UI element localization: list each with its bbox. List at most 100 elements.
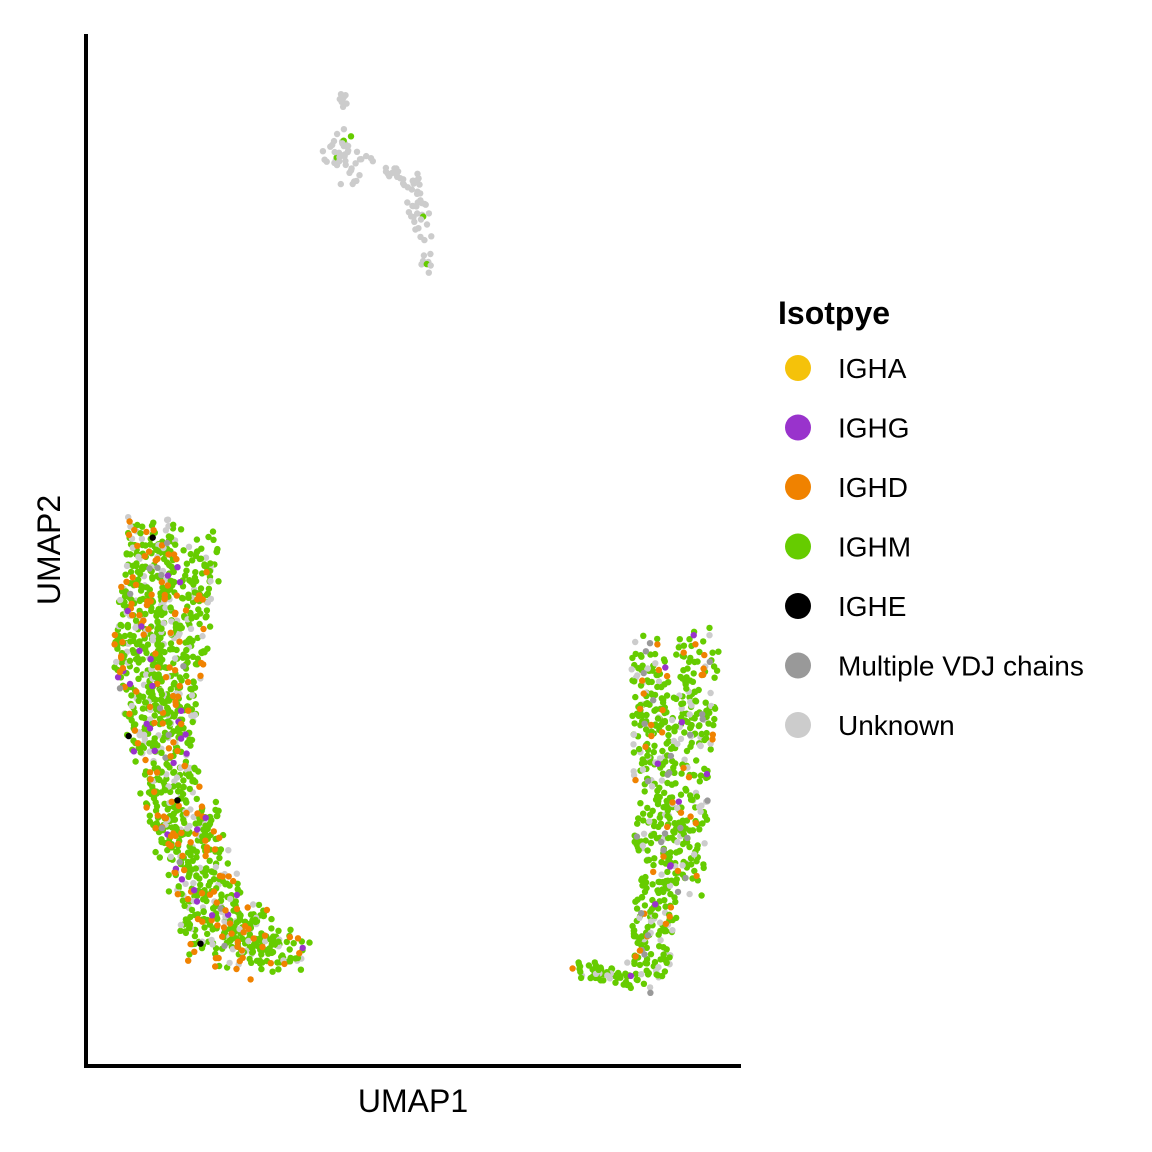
point-left-unknown bbox=[117, 596, 124, 604]
point-left-ighg bbox=[299, 944, 306, 952]
point-left-unknown bbox=[185, 543, 193, 550]
point-right-ighm bbox=[672, 695, 680, 703]
point-left-ighm bbox=[122, 571, 129, 578]
point-left-ighd bbox=[121, 683, 128, 691]
point-left-ighm bbox=[187, 742, 194, 749]
point-left-ighd bbox=[167, 629, 174, 636]
point-left-ighd bbox=[167, 842, 175, 849]
point-left-ighd bbox=[152, 650, 159, 657]
point-left-ighm bbox=[167, 534, 175, 541]
point-right-ighm bbox=[634, 939, 641, 947]
point-right-ighm bbox=[661, 928, 668, 935]
point-left-ighd bbox=[145, 626, 152, 633]
point-left-ighm bbox=[209, 926, 216, 933]
point-right-ighd bbox=[687, 813, 694, 820]
point-left-ighm bbox=[249, 944, 256, 951]
point-left-ighm bbox=[218, 892, 225, 900]
point-right-ighd bbox=[709, 736, 716, 743]
point-left-ighg bbox=[151, 747, 158, 754]
point-left-ighm bbox=[200, 648, 207, 655]
point-left-ighg bbox=[147, 655, 154, 663]
point-left-ighm bbox=[152, 807, 160, 814]
point-right-ighm bbox=[656, 814, 663, 821]
point-upper-unknown bbox=[428, 233, 435, 240]
point-left-ighm bbox=[195, 606, 202, 613]
point-left-ighm bbox=[197, 555, 205, 562]
point-left-ighm bbox=[170, 681, 177, 688]
point-left-ighm bbox=[132, 617, 140, 624]
point-right-ighm bbox=[654, 635, 661, 643]
point-left-ighd bbox=[225, 873, 232, 880]
point-left-ighm bbox=[158, 611, 165, 619]
point-left-ighm bbox=[173, 646, 180, 654]
point-right-ighd bbox=[636, 705, 644, 713]
point-right-multiple-vdj-chains bbox=[646, 640, 654, 647]
point-right-unknown bbox=[638, 971, 645, 978]
point-right-unknown bbox=[677, 735, 685, 743]
point-right-unknown bbox=[648, 783, 656, 790]
point-left-ighm bbox=[136, 570, 144, 578]
point-left-ighd bbox=[202, 852, 209, 860]
legend-label-ighd: IGHD bbox=[838, 472, 908, 503]
point-left-ighm bbox=[138, 714, 145, 721]
point-right-ighm bbox=[647, 759, 654, 766]
point-left-ighm bbox=[210, 536, 217, 543]
point-left-ighd bbox=[128, 600, 135, 607]
point-right-ighm bbox=[637, 682, 645, 689]
point-left-ighm bbox=[177, 625, 184, 632]
point-left-ighd bbox=[238, 947, 246, 954]
point-right-ighm bbox=[664, 779, 671, 787]
legend-key-ighe bbox=[785, 593, 811, 619]
point-left-ighd bbox=[194, 810, 201, 817]
point-left-ighd bbox=[212, 963, 219, 970]
point-left-ighd bbox=[198, 803, 206, 810]
point-left-ighm bbox=[155, 623, 162, 631]
point-left-ighm bbox=[200, 908, 207, 915]
point-left-ighm bbox=[206, 857, 213, 864]
legend-label-ighe: IGHE bbox=[838, 591, 906, 622]
point-upper-unknown bbox=[331, 159, 338, 167]
point-left-multiple-vdj-chains bbox=[127, 590, 134, 598]
point-left-ighm bbox=[260, 912, 268, 920]
point-left-ighg bbox=[233, 891, 241, 899]
point-upper-unknown bbox=[393, 169, 400, 176]
point-left-ighm bbox=[152, 848, 159, 856]
point-right-multiple-vdj-chains bbox=[699, 711, 706, 718]
point-left-ighm bbox=[203, 865, 210, 872]
point-left-ighd bbox=[179, 852, 186, 859]
point-right-unknown bbox=[646, 984, 654, 991]
point-right-ighm bbox=[656, 898, 663, 905]
point-right-ighd bbox=[648, 721, 655, 729]
point-left-ighg bbox=[194, 826, 201, 833]
point-right-ighm bbox=[686, 694, 693, 701]
point-right-ighd bbox=[666, 913, 673, 920]
point-right-ighm bbox=[671, 769, 678, 776]
point-right-ighm bbox=[595, 966, 602, 973]
point-left-ighg bbox=[182, 731, 189, 738]
point-left-ighm bbox=[127, 638, 134, 645]
point-left-ighd bbox=[185, 957, 192, 964]
point-left-ighd bbox=[219, 933, 226, 940]
point-right-ighg bbox=[678, 719, 685, 726]
point-right-multiple-vdj-chains bbox=[638, 910, 645, 917]
point-upper-unknown bbox=[412, 226, 419, 233]
point-right-multiple-vdj-chains bbox=[644, 778, 652, 785]
point-right-ighd bbox=[632, 776, 639, 784]
point-right-ighm bbox=[660, 656, 668, 663]
point-right-ighd bbox=[654, 641, 661, 648]
point-left-ighd bbox=[158, 542, 166, 549]
point-left-ighm bbox=[184, 638, 191, 646]
point-left-multiple-vdj-chains bbox=[158, 824, 166, 832]
point-left-ighm bbox=[187, 550, 194, 558]
point-upper-unknown bbox=[352, 160, 359, 167]
point-right-ighm bbox=[671, 820, 678, 827]
point-left-ighm bbox=[256, 960, 264, 967]
point-right-ighm bbox=[643, 700, 650, 707]
point-left-ighm bbox=[224, 860, 231, 867]
point-left-ighm bbox=[179, 897, 187, 904]
point-left-ighm bbox=[286, 958, 294, 965]
point-left-ighd bbox=[146, 769, 154, 776]
point-left-ighm bbox=[202, 872, 209, 879]
point-left-ighd bbox=[182, 607, 190, 614]
point-left-ighm bbox=[132, 758, 139, 765]
